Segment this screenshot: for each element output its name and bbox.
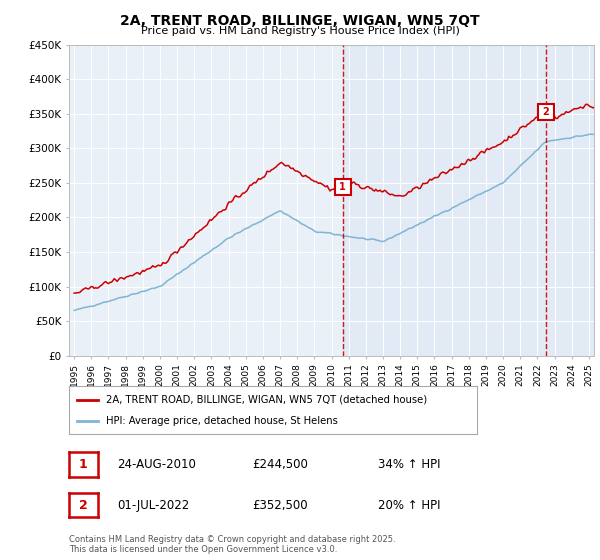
Text: 1: 1 bbox=[339, 182, 346, 192]
Text: 24-AUG-2010: 24-AUG-2010 bbox=[117, 458, 196, 472]
Text: Price paid vs. HM Land Registry's House Price Index (HPI): Price paid vs. HM Land Registry's House … bbox=[140, 26, 460, 36]
Text: 34% ↑ HPI: 34% ↑ HPI bbox=[378, 458, 440, 472]
Text: 2: 2 bbox=[79, 498, 88, 512]
Text: 2: 2 bbox=[542, 107, 550, 117]
Bar bbox=[343, 45, 600, 356]
Text: 01-JUL-2022: 01-JUL-2022 bbox=[117, 498, 189, 512]
Text: HPI: Average price, detached house, St Helens: HPI: Average price, detached house, St H… bbox=[106, 416, 338, 426]
Text: £244,500: £244,500 bbox=[252, 458, 308, 472]
Text: 1: 1 bbox=[79, 458, 88, 472]
Text: 2A, TRENT ROAD, BILLINGE, WIGAN, WN5 7QT: 2A, TRENT ROAD, BILLINGE, WIGAN, WN5 7QT bbox=[120, 14, 480, 28]
Text: £352,500: £352,500 bbox=[252, 498, 308, 512]
Text: 2A, TRENT ROAD, BILLINGE, WIGAN, WN5 7QT (detached house): 2A, TRENT ROAD, BILLINGE, WIGAN, WN5 7QT… bbox=[106, 395, 427, 405]
Text: Contains HM Land Registry data © Crown copyright and database right 2025.
This d: Contains HM Land Registry data © Crown c… bbox=[69, 535, 395, 554]
Text: 20% ↑ HPI: 20% ↑ HPI bbox=[378, 498, 440, 512]
